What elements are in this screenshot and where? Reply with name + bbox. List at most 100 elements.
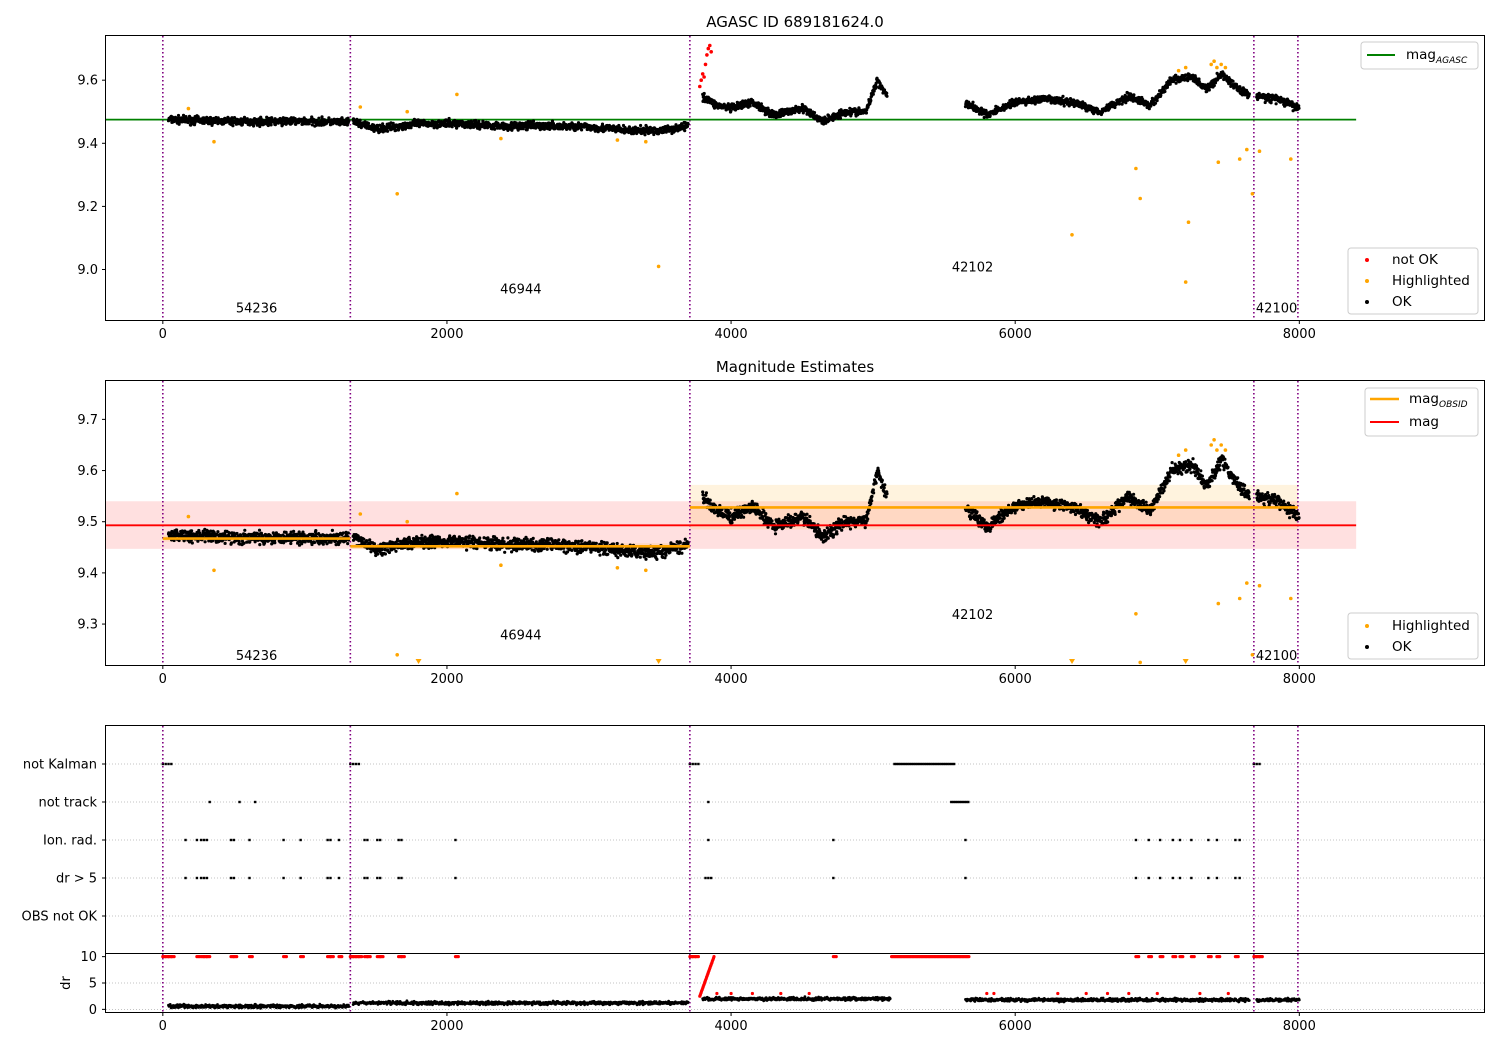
- legend-not-ok-swatch: [1365, 258, 1369, 262]
- agasc-ok-point: [878, 81, 882, 86]
- agasc-ok-point: [366, 121, 371, 125]
- mag-ok-point: [321, 542, 325, 546]
- mag-ok-point: [292, 529, 296, 534]
- agasc-ok-point: [493, 127, 497, 131]
- agasc-ok-point: [176, 113, 181, 118]
- agasc-not-ok-point: [699, 78, 703, 82]
- agasc-ok-point: [1207, 88, 1211, 92]
- legend-not-ok-label: not OK: [1392, 252, 1439, 268]
- agasc-xtick-label-4000: 4000: [715, 327, 748, 342]
- agasc-ok-point: [269, 123, 273, 127]
- agasc-legend-bottom: not OK Highlighted OK: [1347, 247, 1479, 315]
- mag-ok-point: [330, 528, 334, 533]
- agasc-ok-point: [1274, 102, 1278, 106]
- agasc-ok-point: [474, 118, 478, 123]
- agasc-ok-point: [885, 94, 889, 98]
- agasc-highlighted-point: [1183, 280, 1188, 284]
- agasc-ok-point: [726, 102, 730, 106]
- mag-ok-point: [223, 541, 227, 546]
- mag-ok-point: [503, 550, 507, 554]
- magnitude-estimates-title: Magnitude Estimates: [716, 358, 874, 376]
- agasc-highlighted-point: [499, 136, 503, 141]
- mag-ok-point: [245, 540, 249, 544]
- agasc-ok-point: [542, 127, 547, 131]
- agasc-highlighted-point: [1257, 149, 1262, 153]
- agasc-not-ok-point: [702, 75, 706, 79]
- agasc-obsid-label-0: 54236: [236, 301, 277, 316]
- agasc-highlighted-point: [1250, 192, 1255, 196]
- legend-highlighted-swatch: [1365, 279, 1369, 283]
- mag-ok-point: [396, 537, 400, 541]
- agasc-ok-point: [686, 122, 690, 126]
- agasc-ok-point: [509, 125, 513, 129]
- mag-ok-point: [604, 548, 608, 552]
- agasc-ok-point: [1072, 98, 1076, 102]
- mag-ok-point: [557, 538, 561, 542]
- agasc-ok-point: [576, 121, 581, 125]
- agasc-not-ok-point: [703, 62, 708, 67]
- legend-highlighted-label: Highlighted: [1392, 273, 1470, 289]
- agasc-plot-frame: [105, 35, 1485, 321]
- agasc-xtick-label-8000: 8000: [1283, 327, 1316, 342]
- agasc-ok-point: [550, 119, 555, 123]
- agasc-ok-point: [213, 120, 217, 125]
- agasc-ok-point: [1113, 105, 1117, 110]
- agasc-ok-point: [231, 124, 235, 128]
- agasc-ok-point: [1061, 94, 1065, 98]
- agasc-highlighted-point: [455, 92, 459, 97]
- mag-ok-point: [258, 543, 262, 547]
- agasc-ok-point: [401, 128, 405, 132]
- agasc-ok-point: [1062, 104, 1066, 108]
- agasc-highlighted-point: [186, 106, 191, 111]
- mag-ok-point: [257, 528, 262, 532]
- agasc-ok-point: [1132, 93, 1136, 97]
- agasc-not-ok-point: [698, 84, 702, 89]
- agasc-ok-point: [252, 124, 256, 128]
- legend-ok-label: OK: [1392, 294, 1413, 310]
- mag-ok-point: [262, 541, 267, 545]
- agasc-ok-point: [702, 91, 706, 96]
- agasc-panel-title: AGASC ID 689181624.0: [706, 13, 884, 31]
- mag-ok-point: [619, 553, 623, 557]
- agasc-xtick-label-0: 0: [159, 327, 167, 342]
- agasc-ok-point: [514, 121, 518, 125]
- agasc-ok-point: [381, 122, 385, 126]
- mag-ok-point: [580, 539, 584, 543]
- agasc-ok-point: [748, 104, 752, 108]
- agasc-ok-point: [531, 119, 536, 123]
- agasc-ytick-label-9.4: 9.4: [77, 137, 98, 152]
- agasc-ok-point: [1155, 99, 1159, 103]
- agasc-highlighted-point: [1219, 62, 1223, 67]
- agasc-panel: AGASC ID 689181624.0 5423646944421024210…: [77, 13, 1485, 342]
- agasc-highlighted-point: [1289, 157, 1293, 161]
- agasc-ok-point: [510, 128, 514, 132]
- mag-ok-point: [196, 539, 200, 543]
- mag-ok-point: [237, 539, 241, 544]
- agasc-ok-point: [885, 91, 889, 95]
- agasc-ok-point: [580, 128, 584, 132]
- agasc-highlighted-point: [1245, 147, 1249, 152]
- agasc-highlighted-point: [615, 138, 620, 142]
- mag-ok-point: [655, 557, 659, 562]
- mag-ok-point: [506, 536, 510, 540]
- mag-ok-point: [664, 553, 668, 557]
- agasc-highlighted-point: [1134, 166, 1138, 171]
- mag-ok-point: [346, 542, 350, 546]
- legend-ok-swatch: [1365, 300, 1369, 304]
- mag-ok-point: [478, 536, 482, 540]
- agasc-highlighted-point: [358, 105, 363, 109]
- agasc-ok-point: [1153, 101, 1158, 105]
- agasc-highlighted-point: [1183, 65, 1188, 70]
- mag-ok-point: [588, 540, 592, 544]
- mag-ok-point: [638, 555, 642, 559]
- mag-ok-point: [394, 549, 398, 553]
- mag-ok-point: [190, 529, 194, 533]
- agasc-ok-point: [386, 129, 390, 133]
- agasc-ok-point: [1174, 81, 1178, 85]
- agasc-ok-point: [347, 119, 351, 123]
- agasc-xtick-label-6000: 6000: [999, 327, 1032, 342]
- agasc-not-ok-point: [706, 46, 711, 51]
- agasc-highlighted-point: [405, 109, 410, 114]
- agasc-ok-point: [971, 100, 975, 104]
- agasc-obsid-label-3: 42100: [1256, 301, 1297, 316]
